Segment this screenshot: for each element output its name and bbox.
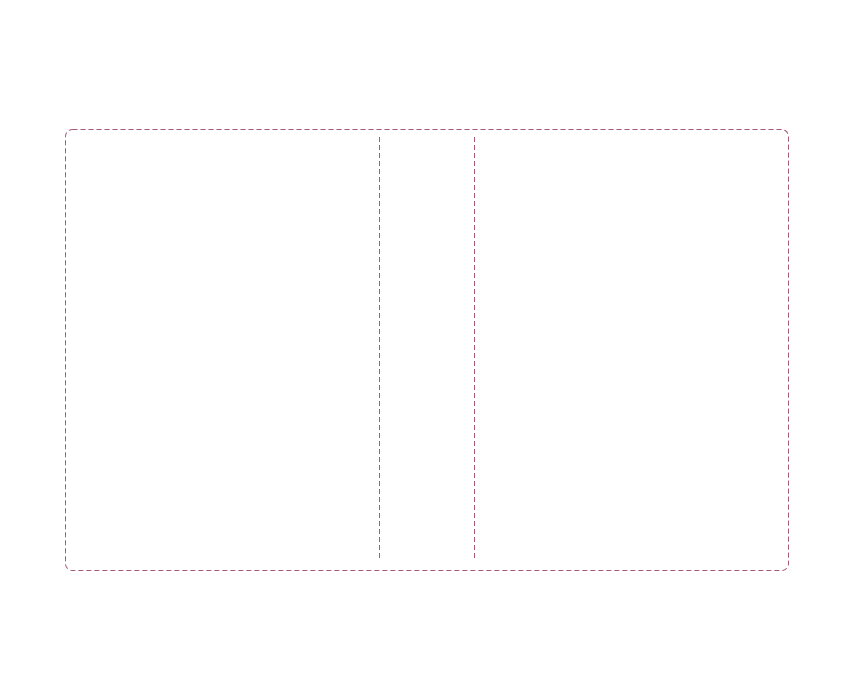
outer-frame [65, 129, 789, 571]
